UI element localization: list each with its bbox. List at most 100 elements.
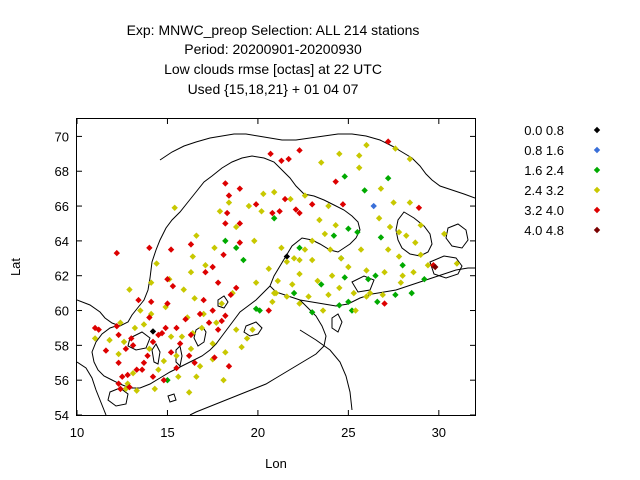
coastline-vattern <box>151 343 161 365</box>
station-marker <box>314 277 321 285</box>
station-marker <box>173 324 180 332</box>
station-marker <box>328 272 336 279</box>
station-marker <box>225 192 233 199</box>
station-marker <box>372 272 379 279</box>
station-marker <box>384 138 392 145</box>
station-marker <box>153 260 160 267</box>
station-marker <box>395 228 403 236</box>
coastline-lake-peipus <box>331 313 343 333</box>
station-marker <box>345 298 352 306</box>
station-marker <box>236 185 244 192</box>
station-marker <box>169 282 177 290</box>
station-marker <box>363 267 370 274</box>
station-marker <box>115 331 122 339</box>
station-marker <box>276 208 283 215</box>
station-marker <box>278 244 285 252</box>
station-marker <box>193 232 200 239</box>
axis-ticks: 10 15 20 25 30 54 56 58 60 62 64 66 68 70 <box>55 119 475 440</box>
station-marker <box>233 223 240 231</box>
station-marker <box>321 230 329 238</box>
station-marker <box>296 244 303 252</box>
station-marker <box>375 215 383 222</box>
coastline-lake-ladoga <box>429 255 463 279</box>
y-tick-label: 58 <box>55 338 69 353</box>
station-marker <box>167 333 175 340</box>
station-marker <box>258 208 265 215</box>
station-marker <box>325 291 332 299</box>
station-marker <box>308 256 316 264</box>
station-marker <box>341 173 348 180</box>
station-marker <box>352 307 359 314</box>
station-marker <box>124 371 131 379</box>
y-axis-label: Lat <box>8 258 23 276</box>
station-marker <box>356 164 363 171</box>
station-marker <box>252 279 260 286</box>
station-marker <box>348 307 356 314</box>
station-marker <box>218 300 225 307</box>
station-marker <box>267 150 274 158</box>
title-line-2: Period: 20200901-20200930 <box>184 41 362 57</box>
station-marker <box>392 145 399 152</box>
station-marker <box>243 335 251 342</box>
coastline-bornholm <box>167 393 177 403</box>
station-marker <box>155 366 162 373</box>
station-marker <box>379 291 386 299</box>
y-tick-label: 70 <box>55 129 69 144</box>
station-marker <box>296 147 303 154</box>
station-marker <box>146 244 153 252</box>
station-marker <box>332 222 339 229</box>
station-marker <box>196 363 204 370</box>
station-marker <box>260 190 267 198</box>
y-tick-label: 68 <box>55 164 69 179</box>
station-marker <box>441 230 448 238</box>
y-tick-label: 66 <box>55 199 69 214</box>
station-marker <box>412 239 419 246</box>
station-marker <box>406 199 414 206</box>
station-marker <box>319 307 327 314</box>
station-marker <box>256 307 263 314</box>
station-marker <box>308 309 316 316</box>
coastline-baltic-west <box>91 285 271 389</box>
legend-marker <box>593 126 601 134</box>
station-marker <box>233 244 240 252</box>
station-marker <box>432 263 439 271</box>
station-marker <box>318 159 325 166</box>
station-marker <box>236 239 244 246</box>
station-marker <box>164 275 171 283</box>
station-marker <box>283 258 291 265</box>
station-marker <box>341 274 348 281</box>
station-marker <box>421 275 428 283</box>
station-marker <box>167 246 175 253</box>
station-marker <box>270 215 278 222</box>
station-marker <box>424 262 432 269</box>
station-marker <box>171 204 178 211</box>
station-marker <box>164 376 171 384</box>
legend-marker <box>593 206 601 214</box>
station-marker <box>182 316 189 323</box>
station-marker <box>270 188 278 196</box>
station-marker <box>301 192 309 199</box>
station-marker <box>205 319 213 326</box>
station-marker <box>191 359 198 366</box>
station-marker <box>336 302 343 309</box>
station-marker <box>106 336 113 344</box>
station-marker <box>211 244 218 252</box>
station-marker <box>289 281 296 288</box>
station-marker <box>175 373 182 380</box>
station-marker <box>200 310 207 318</box>
station-marker <box>137 307 144 314</box>
station-marker <box>191 295 198 302</box>
station-marker <box>189 253 196 260</box>
station-marker <box>209 340 216 347</box>
station-marker <box>209 263 216 271</box>
station-marker <box>147 298 155 306</box>
legend-label: 4.0 4.8 <box>524 223 564 238</box>
legend-marker <box>593 186 601 194</box>
x-tick-label: 25 <box>341 425 355 440</box>
legend: 0.0 0.8 0.8 1.6 1.6 2.4 2.4 3.2 3.2 4.0 4.0 4… <box>524 123 601 238</box>
station-marker <box>381 269 388 276</box>
station-marker <box>290 255 298 262</box>
station-markers <box>91 138 461 396</box>
station-marker <box>211 354 218 361</box>
